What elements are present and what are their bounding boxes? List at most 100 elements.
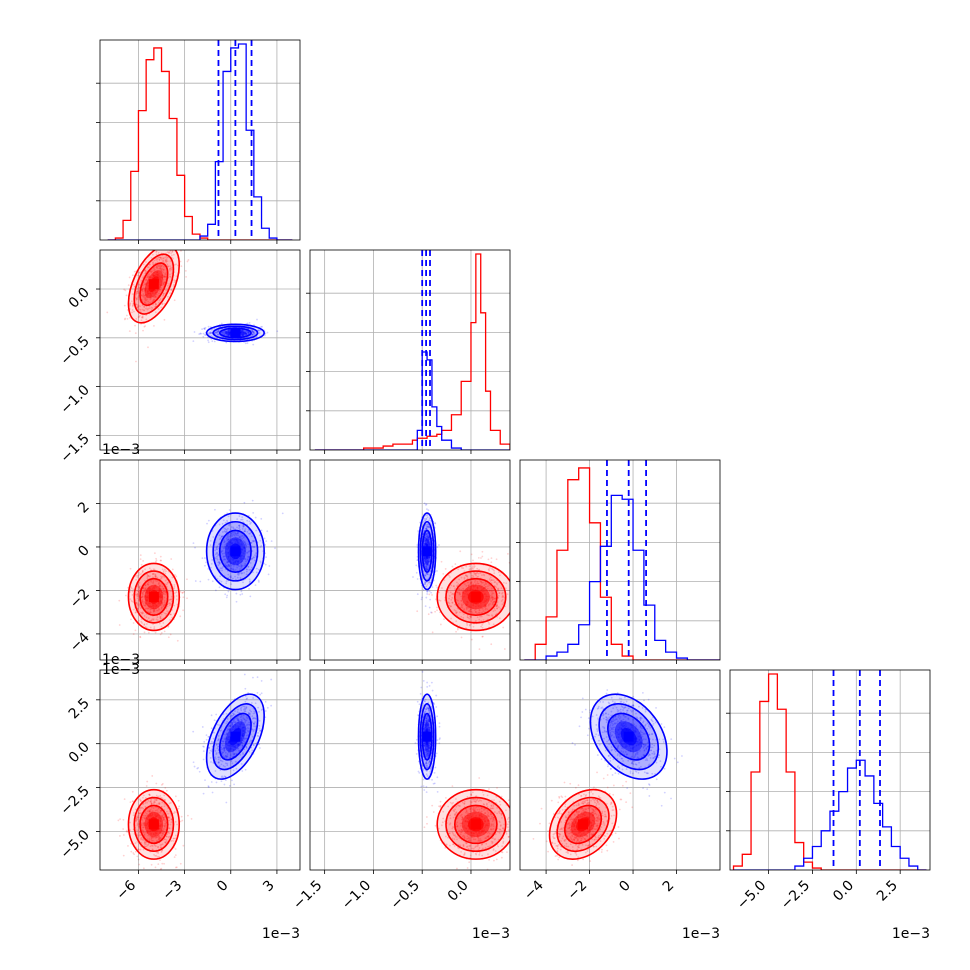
scatter-point xyxy=(142,794,145,797)
scatter-point xyxy=(159,298,162,300)
scatter-point xyxy=(517,588,519,590)
scatter-point xyxy=(424,605,427,608)
scatter-point xyxy=(152,576,154,579)
scatter-point xyxy=(163,612,166,615)
scatter-point xyxy=(159,837,162,840)
scatter-point xyxy=(460,606,462,609)
scatter-point xyxy=(225,531,228,533)
scatter-point xyxy=(495,605,498,607)
scatter-point xyxy=(256,318,258,321)
scatter-point xyxy=(159,633,162,636)
scatter-point xyxy=(154,837,157,839)
scatter-point xyxy=(425,567,428,570)
scatter-point xyxy=(142,831,145,834)
scatter-point xyxy=(265,540,268,543)
scatter-point xyxy=(145,616,148,619)
scatter-point xyxy=(155,265,158,268)
scatter-point xyxy=(164,272,166,275)
scatter-point xyxy=(162,587,165,590)
scatter-point xyxy=(137,811,140,814)
panel-content xyxy=(100,499,300,642)
contour-red xyxy=(127,788,181,860)
scatter-point xyxy=(225,529,228,532)
density-peak-blue xyxy=(230,546,241,557)
scatter-point xyxy=(481,574,483,576)
scatter-point xyxy=(244,333,247,336)
scatter-point xyxy=(170,821,173,824)
scatter-point xyxy=(153,626,156,628)
scatter-point xyxy=(140,294,143,297)
scatter-point xyxy=(162,593,165,595)
scatter-point xyxy=(236,573,239,576)
scatter-point xyxy=(144,297,147,300)
scatter-point xyxy=(143,294,145,297)
scatter-point xyxy=(496,604,498,607)
scatter-point xyxy=(424,581,427,584)
scatter-point xyxy=(143,623,146,626)
scatter-point xyxy=(229,784,231,787)
scatter-point xyxy=(162,271,165,274)
scatter-point xyxy=(174,854,177,857)
scatter-point xyxy=(147,302,150,305)
scatter-point xyxy=(137,283,140,286)
scatter-point xyxy=(471,574,473,577)
scatter-point xyxy=(467,607,470,609)
scatter-point xyxy=(140,806,143,809)
scatter-point xyxy=(425,534,428,536)
scatter-point xyxy=(451,565,454,568)
scatter-point xyxy=(252,332,255,335)
scatter-point xyxy=(232,713,235,716)
scatter-point xyxy=(163,798,166,801)
scatter-point xyxy=(240,565,243,568)
scatter-point xyxy=(252,729,255,731)
scatter-point xyxy=(236,532,239,535)
scatter-point xyxy=(151,810,154,812)
scatter-point xyxy=(144,831,147,834)
scatter-point xyxy=(233,713,235,716)
scatter-point xyxy=(460,605,463,608)
scatter-point xyxy=(170,252,172,255)
scatter-point xyxy=(160,846,163,849)
scatter-point xyxy=(168,832,171,834)
scatter-point xyxy=(136,290,139,293)
scatter-point xyxy=(147,843,150,846)
scatter-point xyxy=(152,609,155,612)
scatter-point xyxy=(214,549,216,552)
scatter-point xyxy=(174,574,176,576)
scatter-point xyxy=(488,589,491,592)
scatter-point xyxy=(160,796,163,799)
scatter-point xyxy=(168,599,171,601)
scatter-point xyxy=(142,848,145,851)
scatter-point xyxy=(143,840,146,842)
scatter-point xyxy=(158,622,161,625)
scatter-point xyxy=(220,322,223,325)
scatter-point xyxy=(159,555,162,558)
scatter-point xyxy=(217,761,220,764)
scatter-point xyxy=(162,588,165,590)
scatter-point xyxy=(497,594,500,597)
scatter-point xyxy=(253,556,255,559)
scatter-point xyxy=(129,567,132,570)
scatter-point xyxy=(144,604,147,607)
scatter-point xyxy=(136,824,139,827)
scatter-point xyxy=(226,561,229,564)
scatter-point xyxy=(425,518,427,520)
scatter-point xyxy=(135,292,138,294)
scatter-point xyxy=(159,617,162,620)
scatter-point xyxy=(229,576,232,579)
scatter-point xyxy=(476,616,479,619)
scatter-point xyxy=(141,595,144,598)
scatter-point xyxy=(474,572,477,575)
panel-1-1 xyxy=(306,249,511,454)
scatter-point xyxy=(247,330,249,333)
scatter-point xyxy=(225,596,228,599)
scatter-point xyxy=(148,810,151,813)
scatter-point xyxy=(244,700,247,703)
scatter-point xyxy=(251,749,254,752)
scatter-point xyxy=(223,555,225,558)
scatter-point xyxy=(227,563,230,566)
scatter-point xyxy=(451,593,453,596)
scatter-point xyxy=(153,324,155,327)
scatter-point xyxy=(227,538,230,541)
scatter-point xyxy=(162,830,164,833)
